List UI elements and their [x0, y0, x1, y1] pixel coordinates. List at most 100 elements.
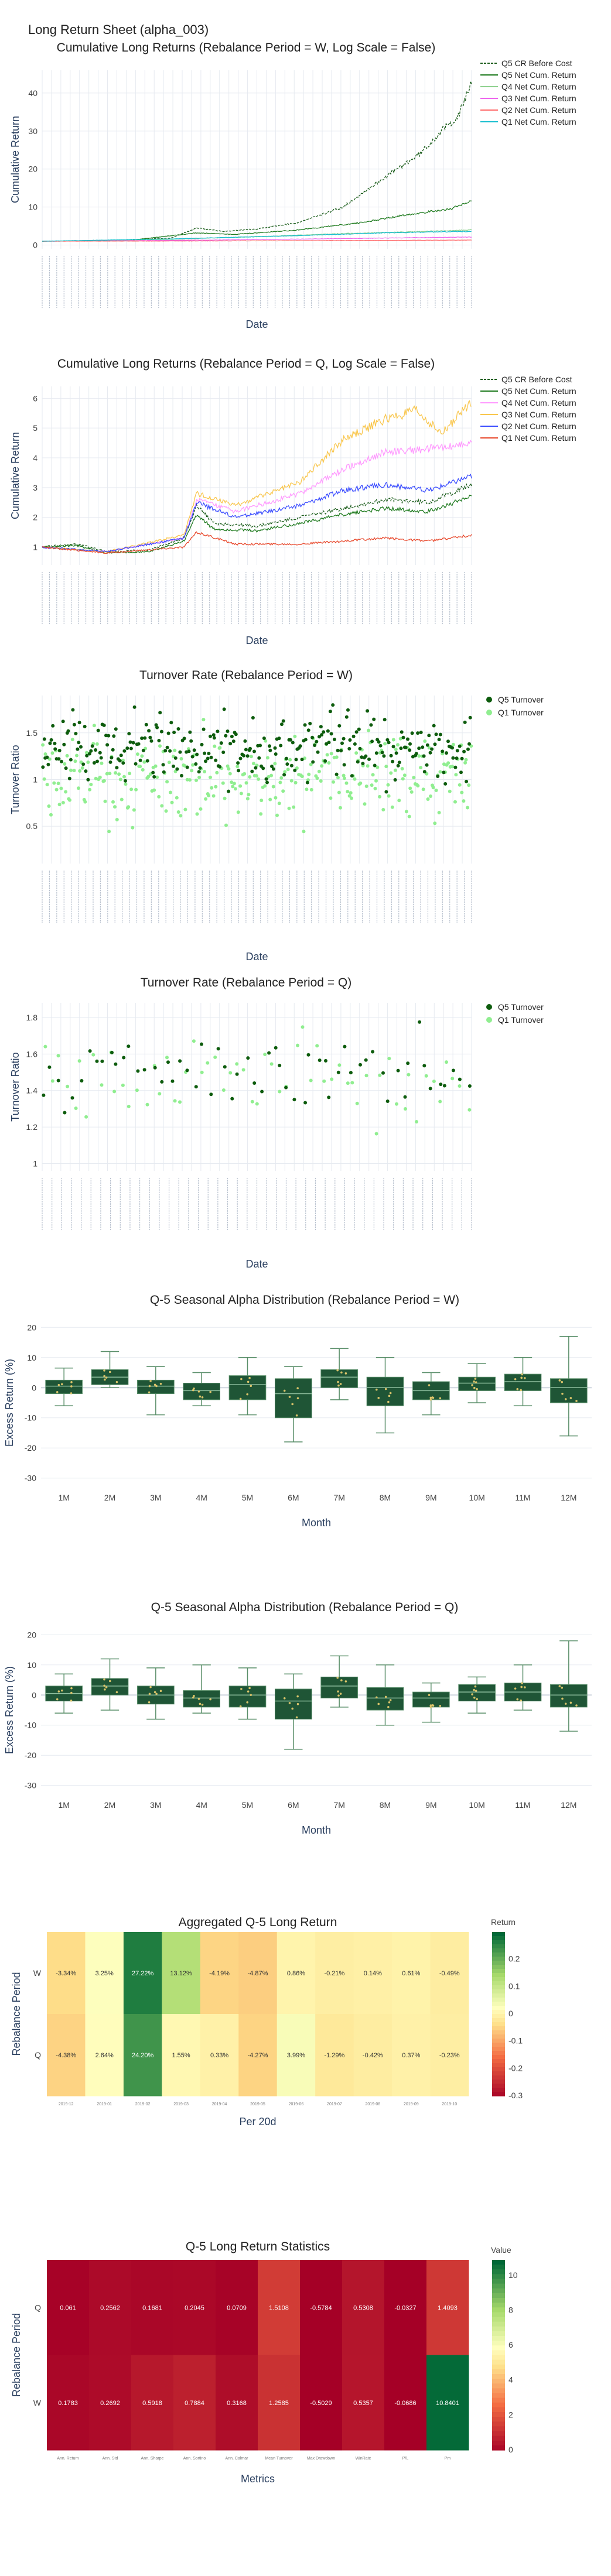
- scatter-point: [142, 760, 146, 764]
- scatter-point: [152, 775, 156, 779]
- box-point: [295, 1716, 298, 1719]
- scatter-point: [407, 1073, 411, 1077]
- scatter-point: [279, 744, 283, 748]
- chart-title: Turnover Rate (Rebalance Period = W): [139, 669, 353, 682]
- scatter-point: [263, 784, 267, 788]
- scatter-point: [118, 759, 122, 763]
- colorbar-segment: [492, 2010, 505, 2015]
- scatter-point: [72, 769, 76, 773]
- scatter-point: [320, 733, 324, 737]
- box-point: [291, 1707, 294, 1710]
- scatter-point: [228, 772, 232, 776]
- scatter-point: [387, 794, 391, 798]
- scatter-point: [235, 765, 240, 769]
- box-point: [246, 1393, 249, 1396]
- scatter-point: [226, 764, 230, 768]
- scatter-point: [432, 724, 436, 728]
- column-label: 2019-10: [442, 2102, 457, 2106]
- scatter-point: [433, 821, 437, 825]
- scatter-point: [100, 761, 104, 765]
- colorbar-segment: [492, 2383, 505, 2389]
- scatter-point: [296, 1043, 299, 1047]
- scatter-point: [466, 747, 470, 751]
- scatter-point: [43, 1044, 47, 1049]
- scatter-point: [57, 757, 61, 761]
- colorbar-segment: [492, 1957, 505, 1961]
- scatter-point: [117, 772, 121, 776]
- scatter-point: [366, 764, 370, 768]
- scatter-point: [176, 727, 180, 731]
- scatter-point: [467, 742, 471, 746]
- scatter-point: [170, 800, 174, 804]
- scatter-point: [198, 766, 202, 770]
- scatter-point: [292, 805, 296, 809]
- box-point: [70, 1700, 73, 1702]
- scatter-point: [363, 802, 367, 806]
- scatter-point: [408, 742, 412, 746]
- scatter-point: [124, 779, 127, 783]
- scatter-point: [354, 751, 359, 755]
- cell-value-label: 0.2692: [100, 2400, 120, 2407]
- scatter-point: [319, 779, 323, 783]
- box-point: [344, 1372, 347, 1375]
- box-point: [558, 1379, 561, 1382]
- scatter-point: [346, 790, 350, 794]
- cell-value-label: -4.27%: [248, 2052, 268, 2059]
- colorbar-segment: [492, 2030, 505, 2035]
- box-point: [57, 1383, 60, 1386]
- cell-value-label: 1.2585: [269, 2400, 289, 2407]
- scatter-point: [391, 759, 395, 763]
- scatter-point: [91, 1053, 95, 1057]
- box-point: [57, 1690, 60, 1693]
- scatter-point: [342, 776, 346, 780]
- scatter-point: [361, 762, 365, 766]
- scatter-point: [370, 739, 374, 744]
- scatter-point: [393, 768, 397, 772]
- scatter-point: [308, 721, 312, 725]
- scatter-point: [407, 814, 411, 818]
- scatter-point: [209, 734, 212, 738]
- scatter-point: [77, 721, 81, 725]
- scatter-point: [359, 781, 363, 785]
- legend-label: Q5 Net Cum. Return: [501, 386, 576, 396]
- row-label: W: [33, 1968, 42, 1978]
- colorbar-segment: [492, 2379, 505, 2384]
- x-tick-label: 6M: [288, 1800, 299, 1810]
- scatter-point: [334, 772, 339, 776]
- scatter-point: [143, 736, 147, 740]
- scatter-point: [394, 751, 398, 755]
- scatter-point: [107, 734, 111, 738]
- scatter-point: [287, 806, 291, 810]
- scatter-point: [86, 761, 90, 764]
- scatter-point: [259, 812, 263, 816]
- scatter-point: [216, 729, 220, 734]
- scatter-point: [327, 1095, 331, 1099]
- scatter-point: [344, 715, 349, 719]
- scatter-point: [318, 735, 321, 739]
- scatter-point: [309, 1078, 313, 1083]
- scatter-point: [127, 1044, 131, 1049]
- scatter-point: [211, 733, 216, 737]
- colorbar-tick-label: -0.2: [508, 2063, 523, 2073]
- scatter-point: [451, 756, 455, 760]
- y-tick-label: 2: [33, 513, 37, 522]
- cell-value-label: 24.20%: [132, 2052, 154, 2059]
- y-tick-label: -30: [25, 1781, 36, 1790]
- scatter-point: [94, 748, 98, 752]
- scatter-point: [63, 762, 67, 766]
- box-point: [520, 1686, 523, 1688]
- scatter-point: [454, 773, 458, 777]
- scatter-point: [158, 711, 162, 715]
- box-point: [428, 1694, 431, 1696]
- scatter-point: [209, 775, 212, 779]
- scatter-point: [406, 737, 409, 741]
- scatter-point: [442, 770, 446, 775]
- scatter-point: [380, 751, 384, 755]
- colorbar-segment: [492, 2312, 505, 2318]
- scatter-point: [305, 787, 309, 792]
- scatter-point: [383, 718, 387, 722]
- x-tick-label: 4M: [196, 1800, 207, 1810]
- legend-label: Q5 Turnover: [498, 1002, 544, 1012]
- box-point: [569, 1397, 572, 1399]
- scatter-point: [94, 776, 98, 780]
